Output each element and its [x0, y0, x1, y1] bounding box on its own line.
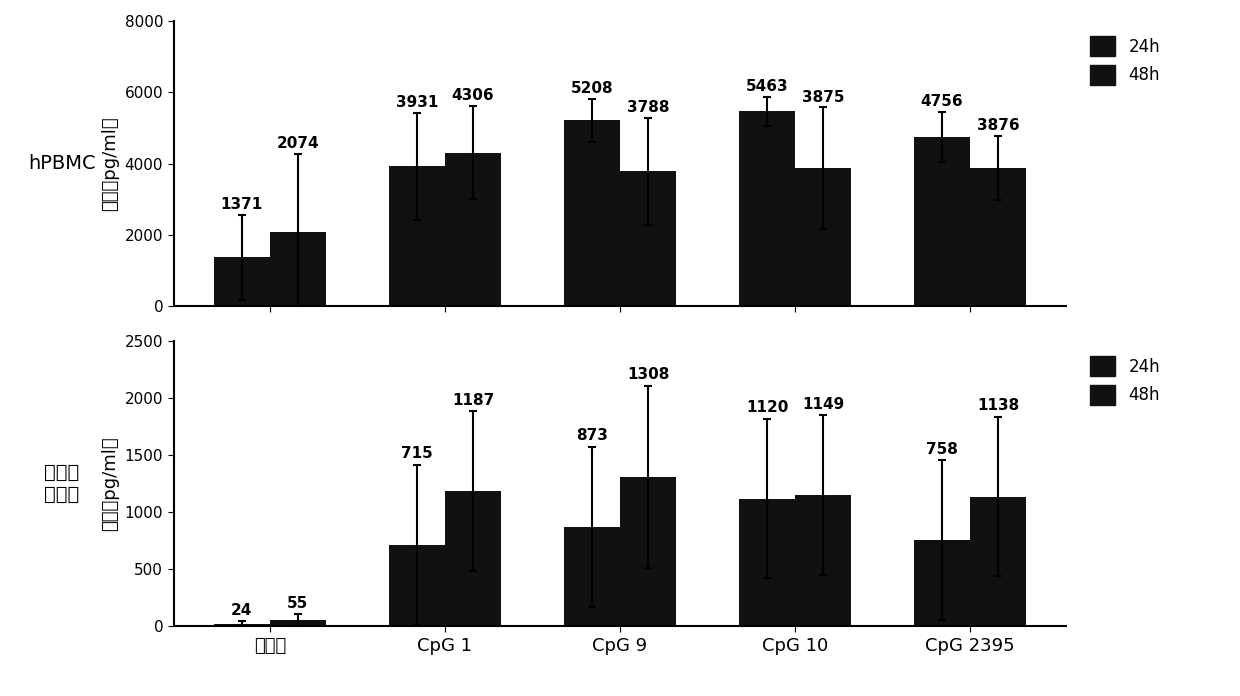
Text: 3876: 3876 — [977, 118, 1019, 133]
Text: 873: 873 — [577, 429, 608, 443]
Bar — [970, 168, 1027, 306]
Text: 1120: 1120 — [746, 400, 789, 416]
Text: 5208: 5208 — [570, 81, 614, 96]
Bar — [620, 477, 676, 626]
Y-axis label: 浓度（pg/ml）: 浓度（pg/ml） — [102, 436, 119, 531]
Bar — [213, 624, 270, 626]
Text: 1308: 1308 — [627, 367, 670, 382]
Text: 1371: 1371 — [221, 197, 263, 212]
Bar — [620, 171, 676, 306]
Bar — [213, 258, 270, 306]
Legend: 24h, 48h: 24h, 48h — [1084, 29, 1167, 92]
Text: 715: 715 — [401, 446, 433, 461]
Text: hPBMC: hPBMC — [29, 154, 95, 173]
Bar — [270, 232, 326, 306]
Text: 3931: 3931 — [396, 95, 438, 110]
Text: 4306: 4306 — [451, 88, 495, 104]
Y-axis label: 浓度（pg/ml）: 浓度（pg/ml） — [100, 116, 119, 211]
Bar — [970, 496, 1027, 626]
Bar — [389, 545, 445, 626]
Bar — [739, 111, 795, 306]
Bar — [795, 168, 851, 306]
Text: 小鼠脾
脏细胞: 小鼠脾 脏细胞 — [45, 464, 79, 504]
Bar — [270, 620, 326, 626]
Text: 758: 758 — [926, 441, 959, 457]
Text: 55: 55 — [288, 596, 309, 611]
Bar — [445, 152, 501, 306]
Text: 1149: 1149 — [802, 397, 844, 412]
Bar — [914, 136, 970, 306]
Bar — [445, 491, 501, 626]
Text: 1138: 1138 — [977, 398, 1019, 413]
Text: 24: 24 — [231, 603, 253, 618]
Text: 3788: 3788 — [626, 100, 670, 115]
Bar — [389, 166, 445, 306]
Bar — [739, 498, 795, 626]
Text: 1187: 1187 — [451, 393, 494, 408]
Legend: 24h, 48h: 24h, 48h — [1084, 349, 1167, 412]
Text: 5463: 5463 — [745, 79, 789, 94]
Bar — [795, 496, 851, 626]
Bar — [564, 527, 620, 626]
Text: 4756: 4756 — [921, 94, 963, 109]
Text: 2074: 2074 — [277, 136, 319, 151]
Text: 3875: 3875 — [802, 90, 844, 104]
Bar — [914, 540, 970, 626]
Bar — [564, 120, 620, 306]
